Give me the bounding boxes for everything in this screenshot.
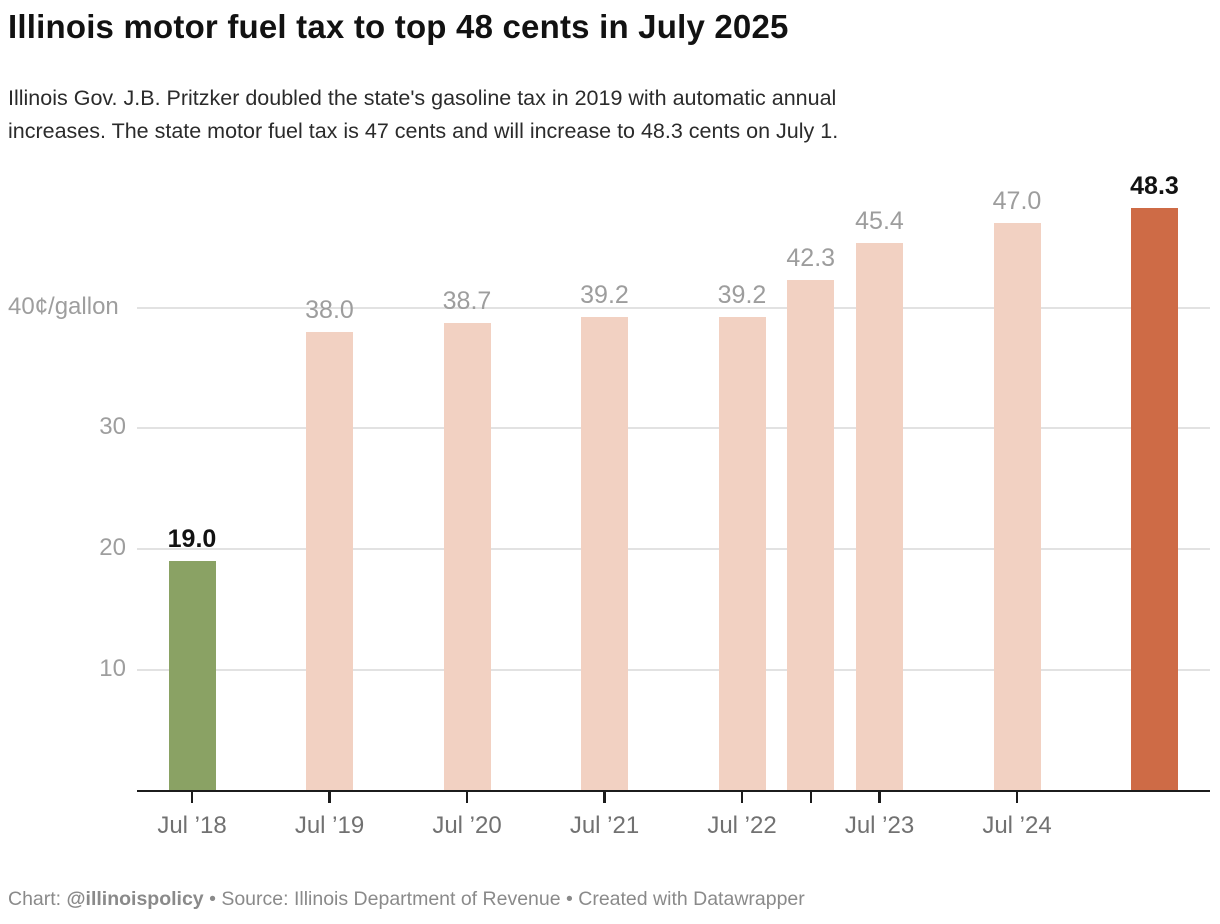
bar — [856, 242, 903, 791]
y-tick-label: 20 — [99, 534, 126, 562]
y-gridline — [137, 548, 1210, 551]
bar-value-label: 19.0 — [167, 525, 217, 554]
chart-title: Illinois motor fuel tax to top 48 cents … — [8, 8, 789, 45]
x-axis-tick — [809, 792, 812, 803]
bar — [718, 317, 766, 791]
y-gridline — [137, 668, 1210, 671]
x-axis-tick — [1015, 792, 1019, 803]
bar — [168, 561, 216, 791]
x-axis-tick — [465, 792, 469, 803]
x-tick-label: Jul ’22 — [707, 812, 777, 839]
x-tick-label: Jul ’19 — [294, 812, 365, 839]
x-tick-label: Jul ’18 — [157, 812, 227, 839]
x-axis-tick — [328, 792, 331, 803]
y-gridline — [137, 427, 1210, 430]
y-tick-label: 40¢/gallon — [8, 292, 119, 320]
x-axis-line — [137, 789, 1210, 792]
x-axis-tick — [190, 792, 194, 803]
y-tick-label: 30 — [99, 413, 126, 441]
bar — [581, 317, 628, 791]
x-axis-tick — [603, 792, 606, 803]
bar-value-label: 45.4 — [855, 206, 904, 235]
bar — [306, 331, 353, 791]
y-tick-label: 10 — [99, 654, 126, 682]
x-tick-label: Jul ’24 — [982, 812, 1052, 839]
x-axis-tick — [740, 792, 744, 803]
bar-value-label: 48.3 — [1130, 171, 1179, 200]
footer-chart-label: Chart: — [8, 888, 67, 910]
x-axis-tick — [878, 792, 881, 803]
chart-subtitle-line1: Illinois Gov. J.B. Pritzker doubled the … — [8, 86, 837, 110]
x-tick-label: Jul ’20 — [432, 812, 502, 839]
chart-subtitle: Illinois Gov. J.B. Pritzker doubled the … — [8, 82, 1158, 148]
bar-value-label: 38.7 — [442, 287, 492, 316]
bar — [787, 279, 835, 791]
x-tick-label: Jul ’23 — [844, 812, 915, 839]
bar-value-label: 47.0 — [992, 187, 1042, 216]
y-gridline — [137, 306, 1210, 309]
bar — [1131, 207, 1178, 791]
x-tick-label: Jul ’21 — [569, 812, 640, 839]
bar — [443, 323, 491, 791]
bar — [993, 223, 1041, 791]
footer: Chart: @illinoispolicy • Source: Illinoi… — [8, 888, 1208, 911]
bar-value-label: 42.3 — [786, 243, 836, 272]
bar-value-label: 39.2 — [580, 281, 629, 310]
footer-source-credit: • Source: Illinois Department of Revenue… — [203, 888, 805, 910]
chart-subtitle-line2: increases. The state motor fuel tax is 4… — [8, 119, 839, 143]
bar-value-label: 38.0 — [305, 295, 354, 324]
bar-value-label: 39.2 — [717, 281, 767, 310]
footer-chart-author: @illinoispolicy — [66, 888, 204, 910]
